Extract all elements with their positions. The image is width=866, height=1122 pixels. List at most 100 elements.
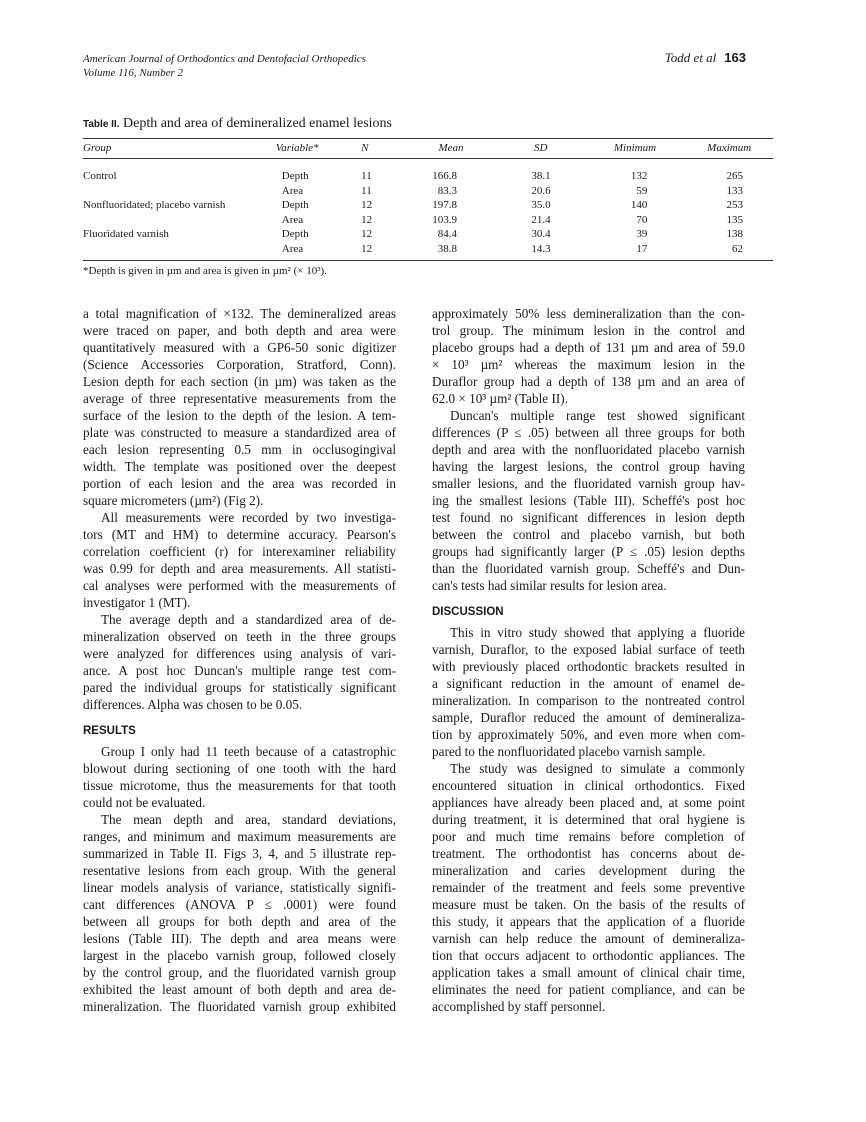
text-line: having the largest lesions, the control … bbox=[432, 459, 745, 474]
text-line: The mean depth and area, standard deviat… bbox=[101, 812, 396, 827]
column-header: Maximum bbox=[685, 138, 773, 159]
text-line: groups had significantly larger (P ≤ .05… bbox=[432, 544, 745, 559]
column-header: Minimum bbox=[584, 138, 686, 159]
table-cell: 133 bbox=[726, 184, 744, 197]
journal-title: American Journal of Orthodontics and Den… bbox=[83, 53, 366, 65]
text-line: blowout during sectioning of one tooth w… bbox=[83, 761, 396, 776]
text-line: summarized in Table II. Figs 3, 4, and 5… bbox=[83, 846, 396, 861]
text-line: trol group. The minimum lesion in the co… bbox=[432, 323, 745, 338]
text-line: a total magnification of ×132. The demin… bbox=[83, 306, 396, 321]
text-line: could not be evaluated. bbox=[83, 795, 206, 810]
table-cell: 138 bbox=[726, 228, 744, 241]
text-line: were traced on paper, and both depth and… bbox=[83, 323, 396, 338]
table-row: Fluoridated varnish Depth 12 84.4 30.4 39 138 bbox=[83, 227, 773, 242]
column-header: N bbox=[361, 138, 405, 159]
paragraph: Duncan's multiple range test showed sign… bbox=[432, 407, 745, 594]
text-line: largest in the placebo varnish group, fo… bbox=[83, 948, 396, 963]
text-line: mineralization and caries development du… bbox=[432, 863, 745, 878]
table-row: Area 11 83.3 20.6 59 133 bbox=[83, 184, 773, 199]
data-table: Group Variable* N Mean SD Minimum Maximum Cont… bbox=[83, 138, 773, 261]
text-line: pared to the nonfluoridated placebo varn… bbox=[432, 744, 706, 759]
text-line: plate was constructed to measure a stand… bbox=[83, 425, 396, 440]
text-line: mineralization observed on teeth in the … bbox=[83, 629, 396, 644]
text-line: ing the smallest lesions (Table III). Sc… bbox=[432, 493, 745, 508]
text-line: than the fluoridated varnish group. Sche… bbox=[432, 561, 745, 576]
table-cell: 11 bbox=[361, 170, 372, 182]
paragraph: All measurements were recorded by two in… bbox=[83, 509, 396, 611]
text-line: square micrometers (µm²) (Fig 2). bbox=[83, 493, 264, 508]
table-cell: 265 bbox=[726, 170, 744, 182]
paragraph: a total magnification of ×132. The demin… bbox=[83, 305, 396, 509]
table-cell bbox=[83, 213, 276, 228]
right-column: approximately 50% less demineralization … bbox=[432, 305, 745, 1015]
column-header: Group bbox=[83, 138, 276, 159]
table-cell: 135 bbox=[726, 213, 744, 226]
text-line: mineralization. In comparison to the non… bbox=[432, 693, 745, 708]
text-line: differences. Alpha was chosen to be 0.05… bbox=[83, 697, 303, 712]
text-line: This in vitro study showed that applying… bbox=[450, 625, 745, 640]
text-line: smaller lesions, and the fluoridated var… bbox=[432, 476, 745, 491]
table-cell: Control bbox=[83, 170, 117, 182]
text-line: differences (P ≤ .05) between all three … bbox=[432, 425, 745, 440]
text-line: quantitatively measured with a GP6-50 so… bbox=[83, 340, 396, 355]
paragraph: Group I only had 11 teeth because of a c… bbox=[83, 743, 396, 811]
text-line: remainder of the treatment and feels som… bbox=[432, 880, 745, 895]
text-line: between the control and placebo varnish,… bbox=[432, 527, 745, 542]
text-line: The average depth and a standardized are… bbox=[101, 612, 396, 627]
table-cell: 59 bbox=[636, 184, 648, 197]
text-line: varnish, Duraflor, to the exposed labial… bbox=[432, 642, 745, 657]
paragraph: approximately 50% less demineralization … bbox=[432, 305, 745, 407]
table-row: Area 12 103.9 21.4 70 135 bbox=[83, 213, 773, 228]
text-line: linear models analysis of variance, stat… bbox=[83, 880, 396, 895]
table-cell: 197.8 bbox=[432, 199, 457, 212]
text-line: sample, Duraflor reduced the amount of d… bbox=[432, 710, 745, 725]
table-cell: 12 bbox=[361, 228, 373, 241]
table-cell: Fluoridated varnish bbox=[83, 228, 169, 241]
text-line: were analyzed for differences using anal… bbox=[83, 646, 396, 661]
text-line: investigator 1 (MT). bbox=[83, 595, 191, 610]
table-cell: 70 bbox=[636, 213, 648, 226]
section-heading: DISCUSSION bbox=[432, 606, 504, 618]
table-cell: Area bbox=[281, 213, 304, 226]
table-cell: 12 bbox=[361, 213, 373, 226]
text-line: encountered situation in clinical orthod… bbox=[432, 778, 745, 793]
table-cell: 30.4 bbox=[531, 228, 551, 241]
text-line: application takes a small amount of clin… bbox=[432, 965, 745, 980]
text-line: during treatment, it is determined that … bbox=[432, 812, 745, 827]
section-heading: RESULTS bbox=[83, 725, 136, 737]
text-line: Lesion depth for each section (in µm) wa… bbox=[83, 374, 396, 389]
text-line: varnish can help reduce the amount of de… bbox=[432, 931, 745, 946]
text-line: this study, it appears that the applicat… bbox=[432, 914, 745, 929]
text-line: (Science Accessories Corporation, Stratf… bbox=[83, 357, 396, 372]
table-row: Control Depth 11 166.8 38.1 132 265 bbox=[83, 159, 773, 184]
table-cell: Depth bbox=[281, 170, 309, 182]
table-cell: 253 bbox=[726, 199, 744, 212]
text-line: tion by approximately 50%, and even more… bbox=[432, 727, 745, 742]
table-title: Depth and area of demineralized enamel l… bbox=[123, 116, 392, 131]
text-line: pared the individual groups for statisti… bbox=[83, 680, 396, 695]
text-line: placebo groups had a depth of 131 µm and… bbox=[432, 340, 745, 355]
table-row: Area 12 38.8 14.3 17 62 bbox=[83, 242, 773, 260]
column-header: SD bbox=[496, 138, 585, 159]
text-line: correlation coefficient (r) for interexa… bbox=[83, 544, 396, 559]
table-cell bbox=[83, 184, 276, 199]
text-line: can's tests had similar results for lesi… bbox=[432, 578, 667, 593]
text-line: was 0.99 for depth and area measurements… bbox=[83, 561, 396, 576]
table-cell: Nonfluoridated; placebo varnish bbox=[83, 199, 226, 212]
text-line: accomplished by staff personnel. bbox=[432, 999, 606, 1014]
table-cell: 17 bbox=[636, 242, 648, 255]
text-line: treatment. The orthodontist has concerns… bbox=[432, 846, 745, 861]
text-line: lesions (Table III). The depth and area … bbox=[83, 931, 396, 946]
text-line: test found no significant differences in… bbox=[432, 510, 745, 525]
paragraph: The mean depth and area, standard deviat… bbox=[83, 811, 396, 1015]
table-footnote: *Depth is given in µm and area is given … bbox=[83, 264, 327, 277]
text-line: appliances have already been placed and,… bbox=[432, 795, 745, 810]
text-line: portion of each lesion and the area was … bbox=[83, 476, 396, 491]
text-line: between all groups for both depth and ar… bbox=[83, 914, 396, 929]
text-line: tion that occurs adjacent to orthodontic… bbox=[432, 948, 745, 963]
text-line: cant differences (ANOVA P ≤ .0001) were … bbox=[83, 897, 396, 912]
table-label: Table II. bbox=[83, 119, 120, 130]
journal-volume: Volume 116, Number 2 bbox=[83, 67, 184, 79]
table-cell: 62 bbox=[732, 242, 743, 255]
text-line: mineralization. The fluoridated varnish … bbox=[83, 999, 396, 1014]
